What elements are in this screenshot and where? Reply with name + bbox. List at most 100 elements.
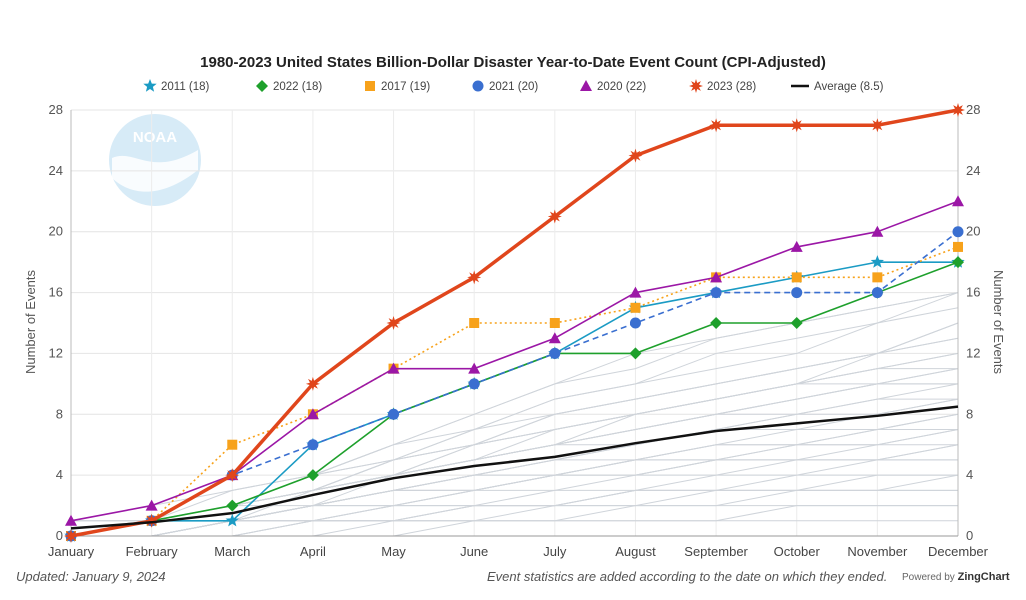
- legend-label: 2021 (20): [489, 81, 538, 93]
- updated-date: Updated: January 9, 2024: [16, 569, 166, 584]
- marker-triangle: [871, 225, 884, 237]
- marker-circle: [871, 287, 883, 299]
- powered-by[interactable]: Powered by ZingChart: [902, 571, 1010, 583]
- marker-triangle: [306, 408, 319, 420]
- x-tick-label: May: [381, 544, 406, 559]
- series-line: [70, 200, 959, 522]
- background-year-line: [71, 489, 958, 537]
- x-tick-label: September: [684, 544, 748, 559]
- legend-item[interactable]: 2020 (22): [580, 80, 646, 93]
- marker-square: [365, 81, 375, 91]
- x-tick-label: January: [48, 544, 95, 559]
- marker-triangle: [629, 286, 642, 298]
- noaa-logo-watermark: NOAA: [109, 114, 201, 206]
- marker-triangle: [790, 240, 803, 252]
- marker-star: [870, 255, 884, 268]
- marker-triangle: [710, 271, 723, 283]
- background-year-line: [71, 520, 958, 537]
- y-tick-label-right: 8: [966, 406, 973, 421]
- powered-by-prefix: Powered by: [902, 572, 955, 583]
- x-tick-label: October: [774, 544, 821, 559]
- marker-diamond: [306, 469, 319, 482]
- background-year-line: [71, 459, 958, 537]
- legend-label: 2011 (18): [161, 81, 210, 93]
- y-tick-label-right: 4: [966, 467, 973, 482]
- marker-burst: [467, 270, 482, 285]
- legend-item[interactable]: 2022 (18): [256, 80, 322, 93]
- legend-item[interactable]: 2021 (20): [472, 80, 539, 94]
- marker-burst: [547, 209, 562, 224]
- series-line: [70, 231, 959, 537]
- marker-triangle: [145, 499, 158, 511]
- marker-circle: [468, 378, 480, 390]
- marker-circle: [388, 408, 400, 420]
- marker-circle: [791, 287, 803, 299]
- x-tick-label: November: [847, 544, 908, 559]
- marker-circle: [307, 439, 319, 451]
- y-tick-label-right: 16: [966, 285, 980, 300]
- series-line: [70, 108, 959, 538]
- marker-triangle: [387, 362, 400, 374]
- x-tick-label: April: [300, 544, 326, 559]
- marker-star: [143, 79, 157, 92]
- x-tick-label: July: [543, 544, 567, 559]
- marker-diamond: [952, 256, 964, 269]
- axes: 0 0 4 4 8 8 12 12 16 16 20 20 24 24 28 28 January Februar…: [48, 102, 989, 559]
- marker-burst: [386, 316, 401, 330]
- marker-triangle: [468, 362, 481, 374]
- marker-diamond: [710, 317, 723, 329]
- marker-diamond: [226, 499, 239, 512]
- marker-circle: [472, 80, 484, 92]
- gridlines: [70, 109, 959, 537]
- zingchart-brand[interactable]: ZingChart: [957, 571, 1010, 583]
- marker-circle: [710, 287, 722, 299]
- marker-square: [630, 302, 641, 313]
- event-statistics-note: Event statistics are added according to …: [487, 569, 888, 584]
- marker-diamond: [629, 347, 642, 360]
- legend-item[interactable]: 2023 (28): [689, 79, 756, 93]
- x-tick-label: December: [928, 544, 989, 559]
- legend-label: Average (8.5): [814, 81, 884, 93]
- y-axis-label-left: Number of Events: [23, 269, 38, 374]
- x-tick-label: June: [460, 544, 488, 559]
- marker-square: [953, 241, 963, 252]
- x-tick-label: August: [615, 544, 656, 559]
- legend-label: 2017 (19): [381, 81, 430, 93]
- marker-burst: [870, 118, 885, 133]
- marker-star: [225, 513, 239, 527]
- y-tick-label-left: 24: [49, 163, 63, 178]
- chart-title: 1980-2023 United States Billion-Dollar D…: [200, 54, 826, 71]
- marker-square: [549, 318, 560, 328]
- legend-label: 2022 (18): [273, 81, 322, 93]
- series-average: [70, 405, 959, 530]
- y-tick-label-left: 20: [49, 224, 63, 239]
- marker-triangle: [580, 80, 592, 91]
- marker-burst: [951, 103, 965, 117]
- legend-item[interactable]: 2017 (19): [365, 81, 430, 93]
- chart-legend: 2011 (18) 2022 (18) 2017 (19) 2021 (20) 2020…: [143, 79, 884, 94]
- legend-item[interactable]: Average (8.5): [791, 81, 884, 93]
- marker-diamond: [790, 317, 803, 329]
- noaa-logo-text: NOAA: [133, 129, 177, 146]
- marker-burst: [628, 148, 643, 163]
- marker-triangle: [952, 195, 964, 207]
- series-line: [70, 405, 959, 530]
- marker-square: [227, 439, 238, 450]
- y-tick-label-left: 28: [49, 102, 63, 117]
- highlighted-series: [64, 103, 965, 543]
- marker-square: [872, 272, 883, 283]
- y-tick-label-right: 12: [966, 345, 980, 360]
- background-year-line: [71, 444, 959, 537]
- marker-circle: [549, 347, 561, 359]
- marker-triangle: [65, 514, 77, 526]
- y-tick-label-left: 16: [49, 285, 63, 300]
- marker-burst: [305, 376, 320, 391]
- y-tick-label-left: 12: [49, 345, 63, 360]
- legend-label: 2020 (22): [597, 81, 646, 93]
- y-axis-label-right: Number of Events: [991, 270, 1006, 375]
- series-2020: [65, 195, 964, 526]
- x-tick-label: February: [126, 544, 179, 559]
- series-2023: [64, 103, 965, 543]
- legend-item[interactable]: 2011 (18): [143, 79, 210, 93]
